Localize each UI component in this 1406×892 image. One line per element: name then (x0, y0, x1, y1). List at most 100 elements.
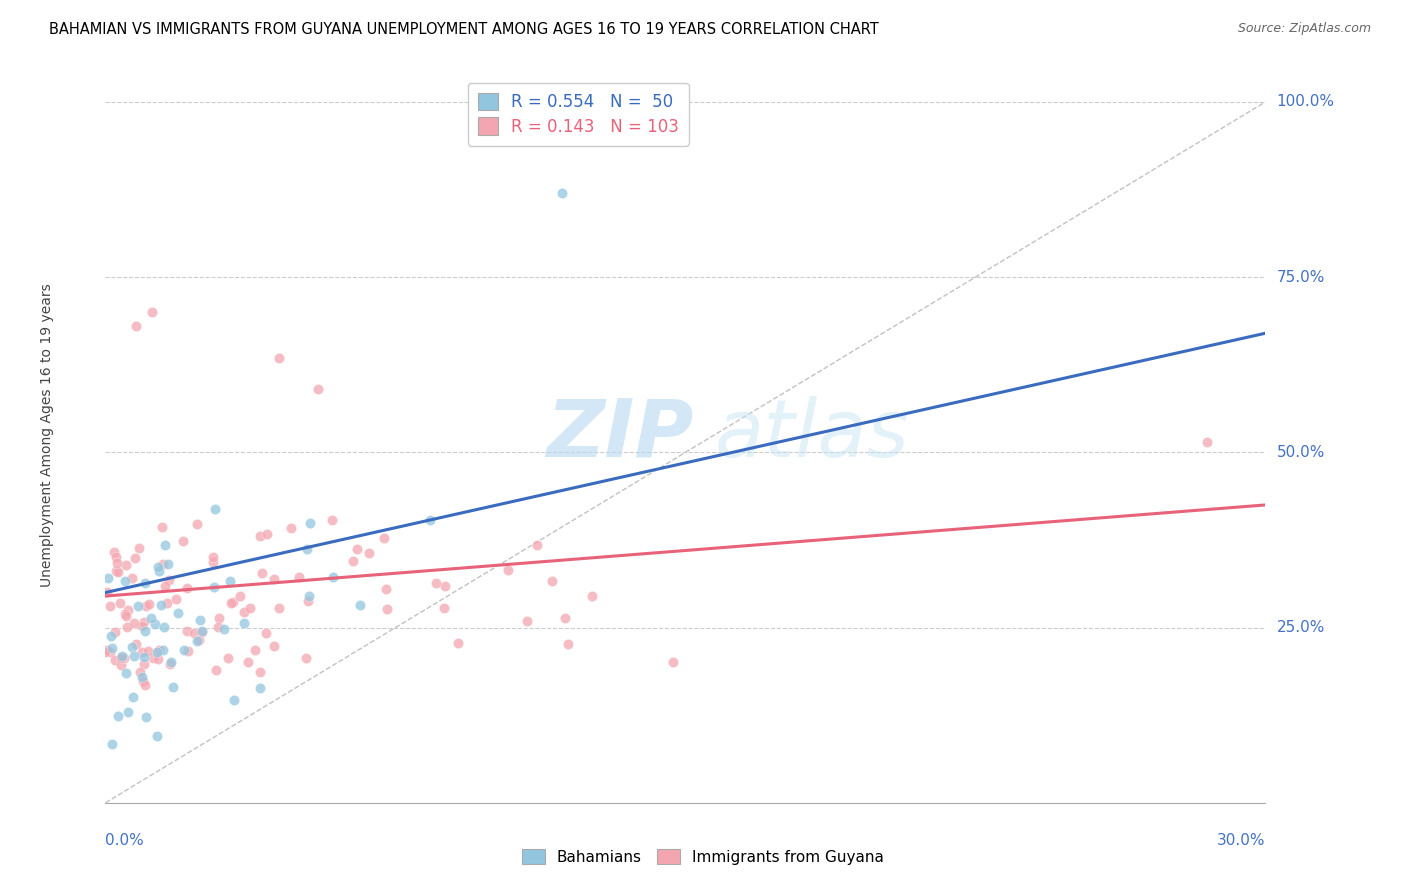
Point (208, 611, 231, 625)
Point (249, 529, 271, 543)
Point (124, 551, 146, 566)
Point (149, 598, 172, 612)
Point (132, 673, 155, 688)
Point (447, 635, 470, 649)
Point (104, 625, 127, 640)
Text: BAHAMIAN VS IMMIGRANTS FROM GUYANA UNEMPLOYMENT AMONG AGES 16 TO 19 YEARS CORREL: BAHAMIAN VS IMMIGRANTS FROM GUYANA UNEMP… (49, 22, 879, 37)
Point (233, 605, 256, 619)
Point (280, 521, 302, 535)
Point (134, 599, 156, 613)
Point (132, 657, 155, 672)
Point (239, 601, 262, 615)
Point (224, 692, 246, 706)
Point (557, 637, 579, 651)
Point (425, 575, 447, 590)
Point (146, 559, 169, 574)
Point (111, 649, 134, 664)
Point (346, 542, 368, 557)
Point (117, 603, 139, 617)
Point (165, 592, 187, 607)
Point (114, 607, 136, 622)
Text: ZIP: ZIP (546, 396, 693, 474)
Point (115, 620, 138, 634)
Point (554, 611, 576, 625)
Point (349, 598, 371, 612)
Point (288, 569, 311, 583)
Point (122, 616, 145, 631)
Point (249, 681, 271, 695)
Point (138, 597, 160, 611)
Point (202, 580, 225, 594)
Point (263, 640, 285, 654)
Point (219, 574, 242, 588)
Text: 0.0%: 0.0% (105, 833, 145, 848)
Point (96, 643, 118, 657)
Point (419, 513, 441, 527)
Point (307, 382, 329, 396)
Point (256, 527, 278, 541)
Point (321, 513, 343, 527)
Point (298, 589, 321, 603)
Point (252, 566, 274, 581)
Point (136, 644, 159, 658)
Point (245, 643, 267, 657)
Point (148, 643, 170, 657)
Point (127, 599, 149, 613)
Point (94, 645, 117, 659)
Point (188, 633, 211, 648)
Point (122, 690, 145, 704)
Point (357, 546, 380, 560)
Point (121, 640, 143, 654)
Point (219, 596, 242, 610)
Point (263, 572, 285, 586)
Point (159, 657, 181, 672)
Point (146, 652, 169, 666)
Point (541, 574, 564, 588)
Point (105, 564, 128, 578)
Point (134, 576, 156, 591)
Point (249, 665, 271, 679)
Point (186, 634, 208, 648)
Point (186, 516, 208, 531)
Point (142, 651, 165, 665)
Point (108, 596, 131, 610)
Text: 100.0%: 100.0% (1277, 95, 1334, 110)
Point (432, 601, 454, 615)
Point (97, 571, 120, 585)
Text: atlas: atlas (714, 396, 910, 474)
Point (141, 305, 163, 319)
Point (662, 655, 685, 669)
Point (294, 651, 316, 665)
Point (201, 549, 224, 564)
Point (98, 645, 121, 659)
Point (131, 670, 153, 684)
Point (112, 651, 135, 665)
Point (269, 351, 291, 365)
Point (162, 680, 184, 694)
Point (143, 617, 166, 632)
Point (229, 589, 252, 603)
Point (139, 610, 162, 624)
Point (322, 570, 344, 584)
Point (115, 665, 138, 680)
Point (148, 564, 170, 578)
Point (103, 653, 125, 667)
Point (297, 594, 319, 608)
Point (217, 651, 239, 665)
Text: 50.0%: 50.0% (1277, 445, 1324, 460)
Point (156, 596, 179, 610)
Point (128, 541, 150, 555)
Point (155, 579, 177, 593)
Point (145, 729, 167, 743)
Point (157, 557, 180, 571)
Point (104, 550, 127, 565)
Point (166, 607, 188, 621)
Point (125, 319, 148, 334)
Point (204, 501, 226, 516)
Point (551, 186, 574, 200)
Point (153, 620, 176, 634)
Point (183, 626, 205, 640)
Point (135, 710, 157, 724)
Text: Source: ZipAtlas.com: Source: ZipAtlas.com (1237, 22, 1371, 36)
Point (98, 599, 121, 613)
